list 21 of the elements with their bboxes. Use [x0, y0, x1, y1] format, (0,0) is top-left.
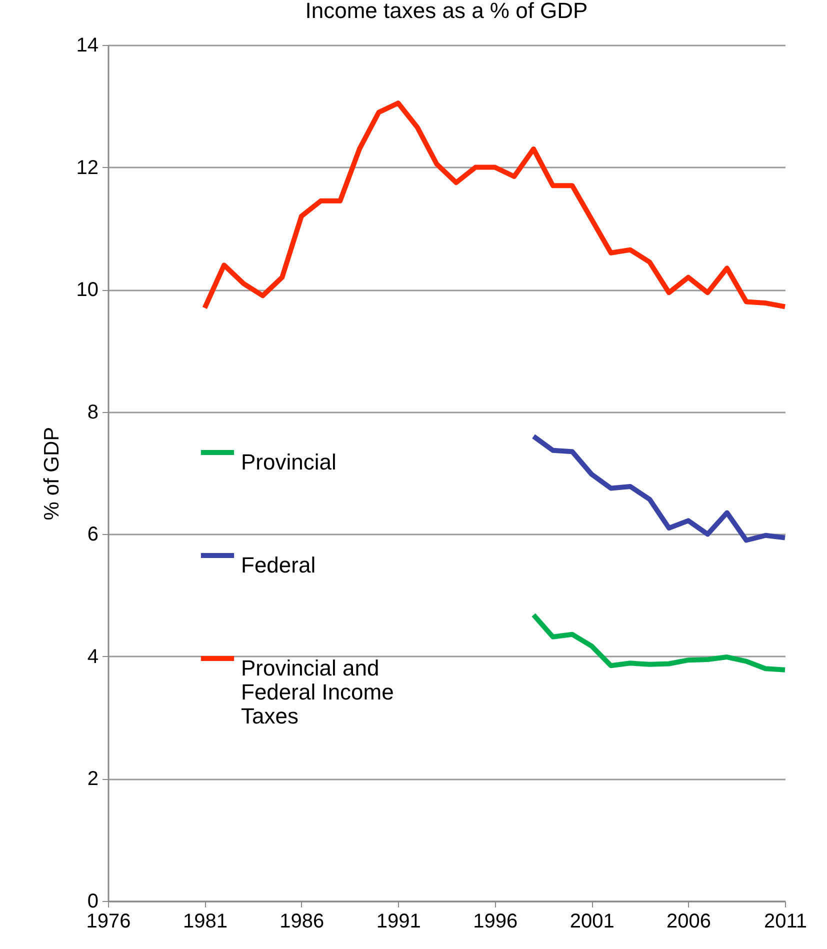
y-axis-title: % of GDP — [40, 426, 64, 520]
x-tick-label: 2001 — [570, 910, 614, 932]
y-tick-label: 0 — [87, 890, 98, 912]
y-tick-label: 6 — [87, 524, 98, 546]
legend-label: Provincial and Federal Income Taxes — [241, 656, 394, 728]
x-tick-label: 1981 — [182, 910, 228, 932]
x-tick-label: 1991 — [376, 910, 421, 932]
legend-label: Federal — [241, 552, 316, 578]
chart-title: Income taxes as a % of GDP — [305, 0, 588, 23]
y-tick-label: 12 — [76, 156, 98, 179]
x-tick-label: 1986 — [280, 910, 324, 932]
x-tick-label: 2006 — [666, 910, 712, 932]
x-tick-label: 1996 — [473, 910, 518, 932]
x-tick-label: 1976 — [86, 910, 131, 932]
x-tick-label: 2011 — [764, 910, 808, 932]
y-tick-label: 10 — [76, 279, 98, 302]
y-tick-label: 8 — [87, 401, 98, 424]
legend-label: Provincial — [241, 450, 336, 474]
y-tick-label: 2 — [87, 768, 98, 790]
y-tick-label: 4 — [87, 646, 98, 668]
y-tick-label: 14 — [76, 34, 98, 56]
